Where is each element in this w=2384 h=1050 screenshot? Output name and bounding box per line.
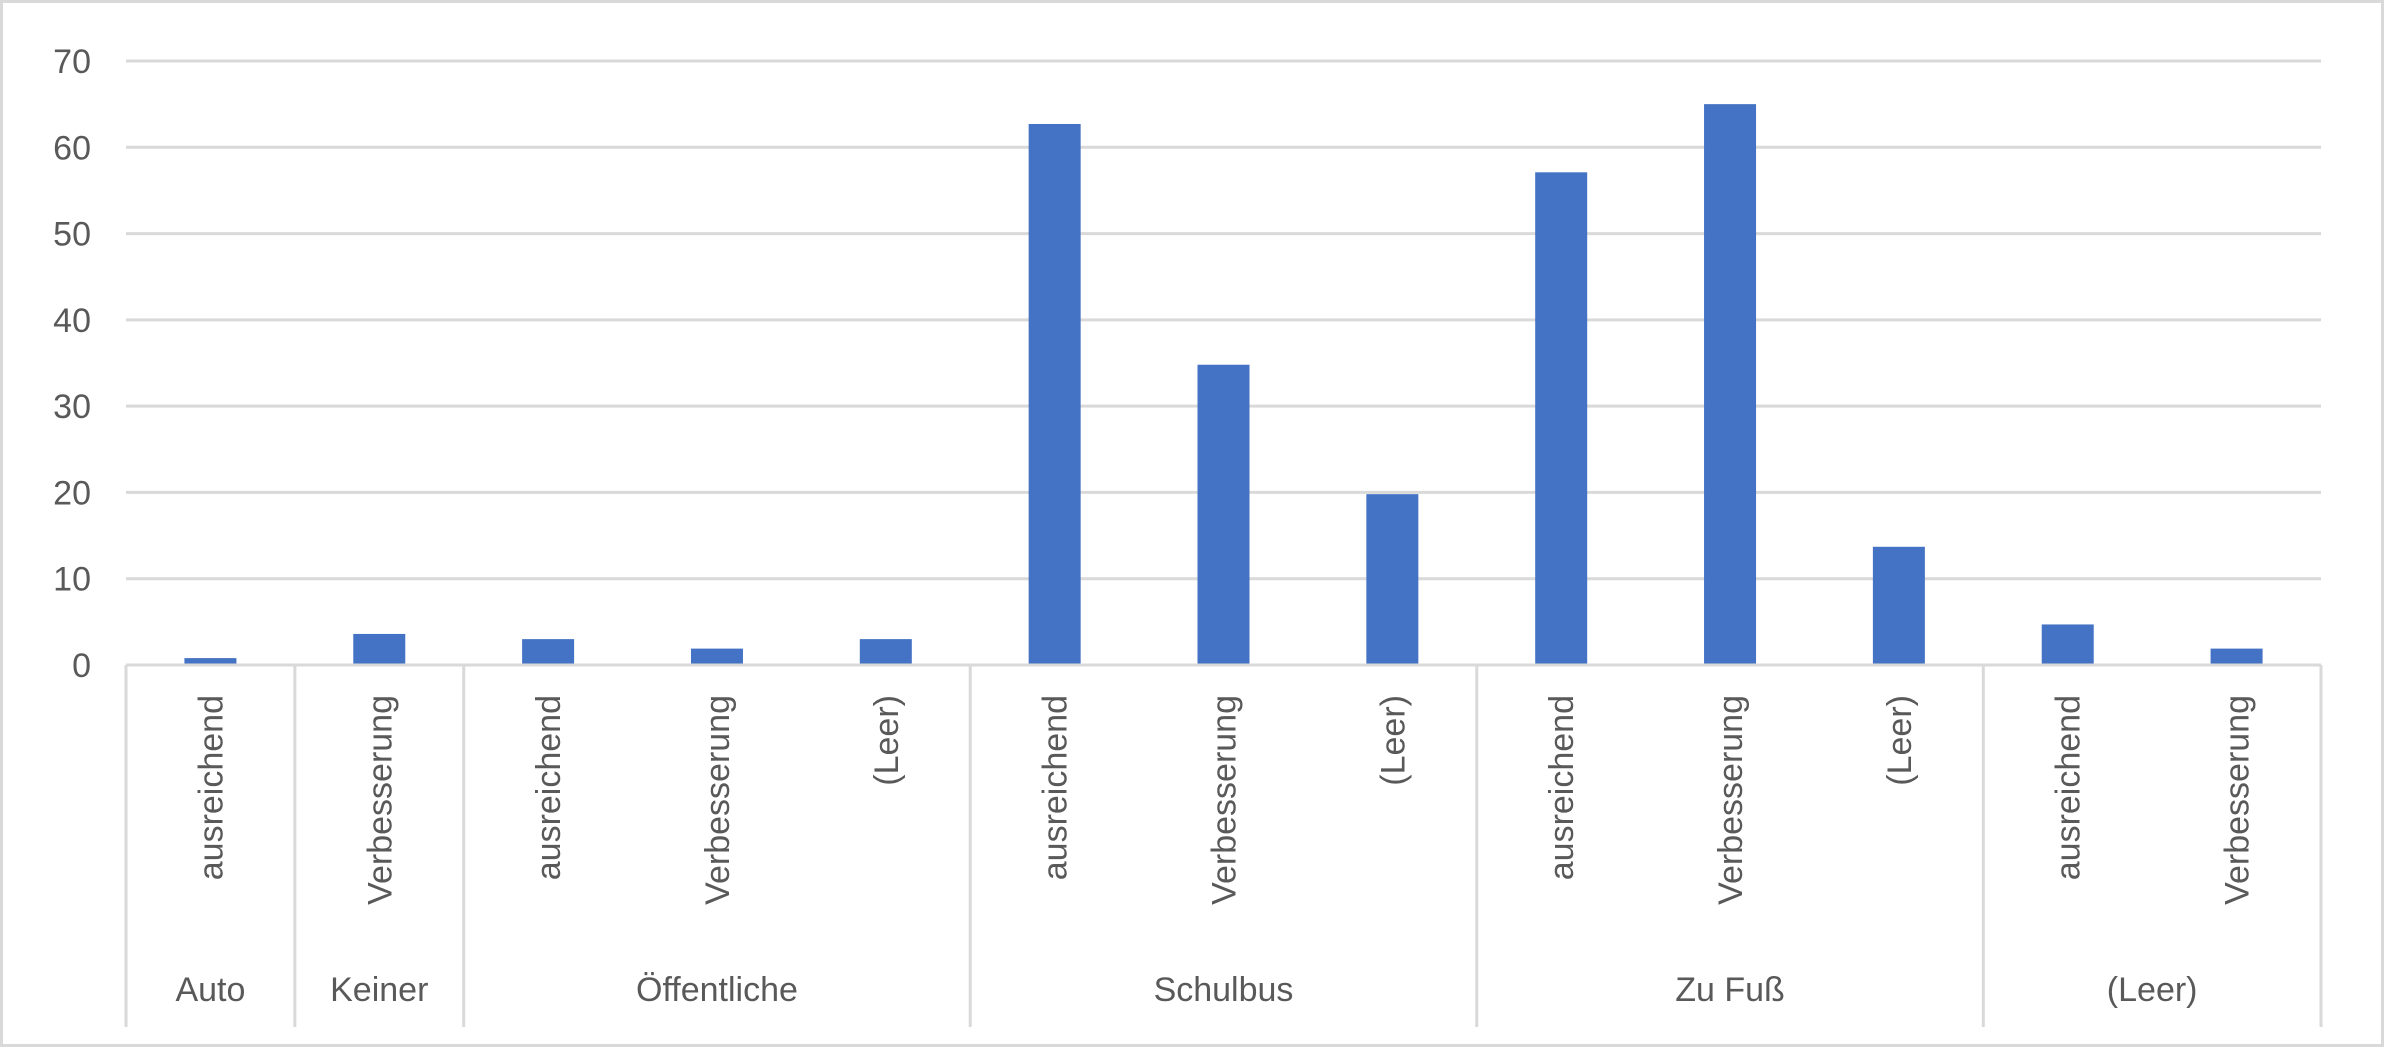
x-category-label: ausreichend	[2050, 695, 2088, 880]
x-axis	[124, 663, 2323, 1027]
bar	[1366, 494, 1419, 665]
bar	[522, 639, 575, 665]
y-tick-label: 30	[53, 388, 91, 426]
x-axis-labels: ausreichend Auto Verbesserung Keiner ausreic…	[175, 695, 2256, 1009]
x-group-label: Schulbus	[1154, 971, 1294, 1009]
x-category-label: ausreichend	[530, 695, 568, 880]
bar-chart: 0 10 20 30 40 50 60 70 ausreichend Auto Verbesser…	[53, 43, 2323, 1027]
y-tick-label: 20	[53, 474, 91, 512]
x-category-label: ausreichend	[1543, 695, 1581, 880]
x-category-label: (Leer)	[868, 695, 906, 786]
y-tick-label: 40	[53, 302, 91, 340]
bar	[859, 639, 912, 665]
x-category-label: Verbesserung	[2219, 695, 2257, 905]
bar	[184, 658, 237, 665]
bar	[2210, 648, 2263, 665]
bars	[184, 104, 2263, 665]
x-category-label: Verbesserung	[1712, 695, 1750, 905]
bar	[690, 648, 743, 665]
bar	[1028, 123, 1081, 665]
x-group-label: (Leer)	[2107, 971, 2198, 1009]
x-category-label: Verbesserung	[1206, 695, 1244, 905]
x-category-label: Verbesserung	[361, 695, 399, 905]
y-axis-ticks: 0 10 20 30 40 50 60 70	[53, 43, 91, 685]
x-category-label: ausreichend	[1037, 695, 1075, 880]
bar	[353, 633, 406, 665]
bar	[1872, 546, 1925, 665]
x-category-label: (Leer)	[1374, 695, 1412, 786]
y-tick-label: 10	[53, 561, 91, 599]
x-group-label: Zu Fuß	[1675, 971, 1785, 1009]
y-tick-label: 60	[53, 129, 91, 167]
x-group-label: Auto	[175, 971, 245, 1009]
bar	[1197, 364, 1250, 665]
bar	[1535, 172, 1588, 665]
x-category-label: (Leer)	[1881, 695, 1919, 786]
x-category-label: ausreichend	[192, 695, 230, 880]
y-tick-label: 50	[53, 216, 91, 254]
bar	[1704, 104, 1757, 665]
y-tick-label: 70	[53, 43, 91, 81]
x-group-label: Öffentliche	[636, 971, 798, 1009]
y-tick-label: 0	[72, 647, 91, 685]
bar	[2041, 624, 2094, 665]
x-group-label: Keiner	[330, 971, 428, 1009]
x-category-label: Verbesserung	[699, 695, 737, 905]
